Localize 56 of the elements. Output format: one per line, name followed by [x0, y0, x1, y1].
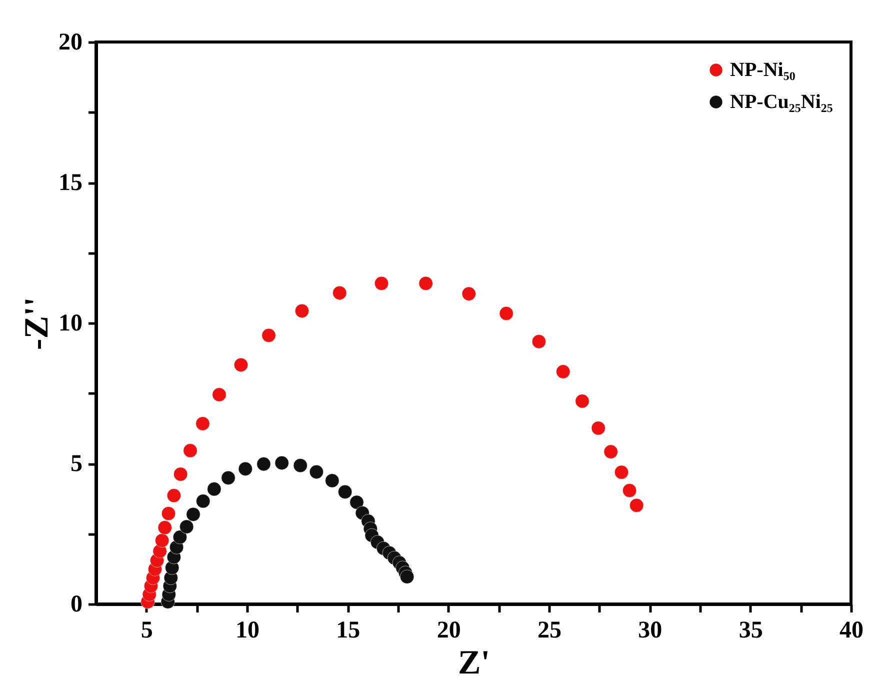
point	[332, 286, 347, 300]
point	[575, 394, 590, 408]
point	[400, 570, 414, 584]
point	[238, 462, 252, 476]
point	[154, 533, 170, 548]
point	[180, 520, 194, 534]
point	[325, 474, 340, 488]
x-tick-label: 30	[638, 618, 662, 644]
point	[212, 388, 226, 402]
point	[622, 483, 637, 498]
point	[338, 484, 352, 499]
x-tick-label: 5	[140, 618, 153, 644]
y-tick-label: 5	[70, 451, 82, 477]
point	[274, 456, 289, 470]
point	[591, 421, 606, 436]
point	[309, 464, 324, 479]
point	[374, 276, 389, 290]
x-tick-label: 10	[236, 618, 260, 644]
point	[221, 470, 236, 485]
x-axis-title: Z'	[458, 644, 490, 682]
point	[183, 444, 198, 458]
point	[630, 498, 644, 512]
point	[234, 358, 248, 372]
legend-label: NP-Cu₂₅Ni₂₅	[730, 91, 833, 113]
point	[158, 520, 172, 535]
x-tick-label: 35	[738, 618, 763, 644]
point	[532, 334, 546, 349]
x-tick-label: 15	[336, 618, 360, 644]
point	[196, 416, 210, 431]
x-tick-label: 20	[436, 618, 461, 644]
y-tick-label: 10	[58, 310, 82, 336]
point	[462, 286, 476, 301]
point	[604, 444, 618, 459]
x-tick-label: 25	[538, 618, 562, 644]
point	[556, 364, 570, 379]
y-tick-label: 20	[58, 30, 82, 56]
point	[172, 530, 187, 544]
point	[262, 328, 276, 342]
point	[174, 467, 188, 482]
point	[186, 507, 200, 522]
point	[418, 276, 433, 290]
point	[614, 465, 629, 480]
x-tick-label: 40	[840, 618, 864, 644]
point	[166, 488, 181, 503]
y-axis-title: -Z''	[18, 297, 56, 350]
point	[161, 506, 176, 521]
point	[196, 494, 210, 508]
point	[256, 457, 271, 472]
point	[207, 482, 222, 496]
point	[293, 458, 308, 472]
y-tick-label: 15	[58, 170, 82, 196]
legend-label: NP-Ni₅₀	[730, 59, 796, 81]
y-tick-label: 0	[70, 592, 82, 618]
point	[294, 304, 310, 318]
point	[350, 495, 364, 510]
point	[499, 306, 514, 320]
